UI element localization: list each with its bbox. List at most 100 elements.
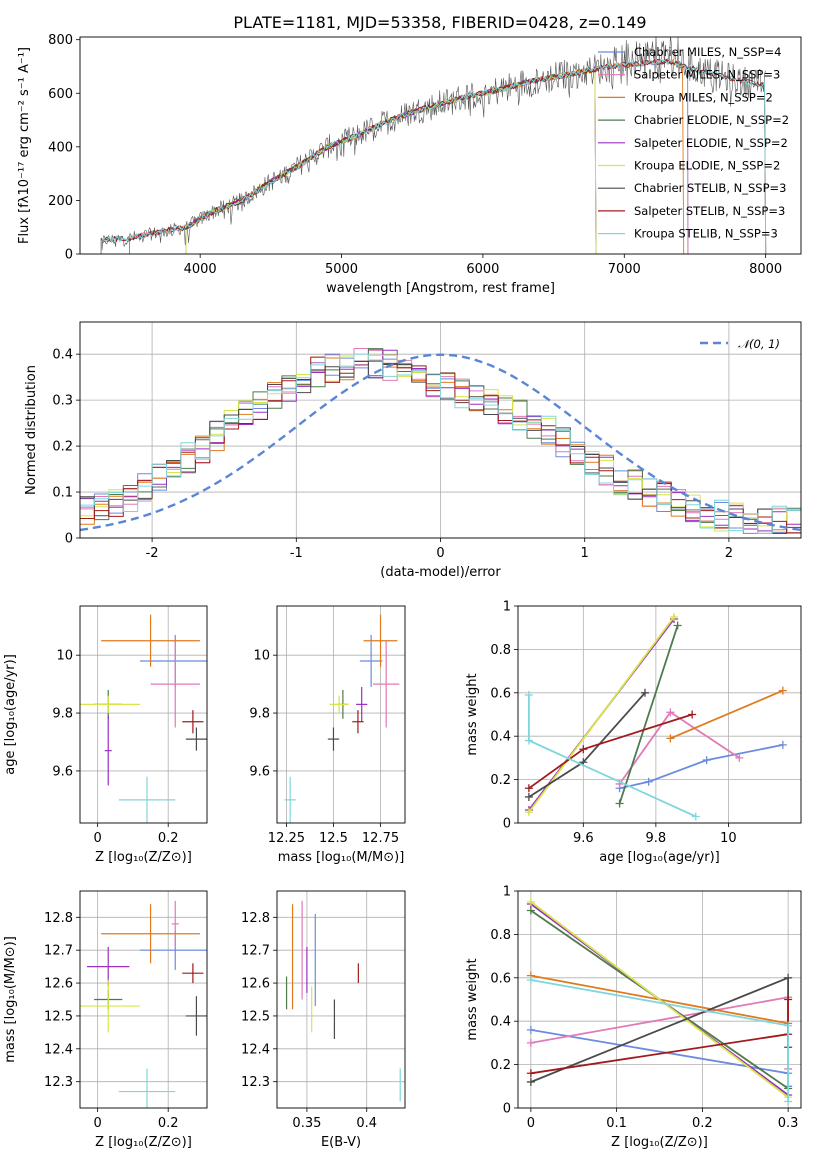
legend-label: Chabrier MILES, N_SSP=4 [634, 45, 781, 59]
y-tick-label: 9.8 [52, 707, 73, 722]
y-tick-label: 0.3 [52, 394, 73, 409]
x-tick-label: 0 [93, 831, 101, 846]
panel-age_vs_Z: 0 0.2 9.6 9.8 10 Z [log₁₀(Z/Z⊙)] age [log₁₀(ag… [3, 605, 208, 865]
y-axis-label: Flux [fλ10⁻¹⁷ erg cm⁻² s⁻¹ A⁻¹] [17, 47, 32, 244]
axes-frame [79, 36, 802, 255]
panel-mass_vs_ebv: 0.35 0.4 12.3 12.4 12.5 12.6 12.7 12.8 E(B-V) [241, 890, 406, 1150]
axes-frame [276, 890, 406, 1109]
x-tick-label: -1 [290, 546, 303, 561]
y-tick-label: 12.3 [44, 1075, 73, 1090]
y-tick-label: 400 [48, 140, 73, 155]
model-spectrum-chabrier-stelib [100, 58, 767, 254]
x-tick-label: 9.8 [646, 831, 667, 846]
y-tick-label: 9.6 [249, 764, 270, 779]
errorbar-point [363, 614, 398, 667]
errorbar-point [182, 710, 204, 734]
plot-area [80, 348, 801, 534]
y-tick-label: 0.6 [490, 686, 511, 701]
model-spectrum-kroupa-stelib [100, 59, 767, 254]
legend-label: Salpeter ELODIE, N_SSP=2 [634, 136, 788, 150]
plus-marker [526, 897, 535, 906]
plus-marker [670, 612, 679, 621]
y-tick-label: 0.2 [52, 440, 73, 455]
x-axis-label: wavelength [Angstrom, rest frame] [326, 281, 555, 296]
plot-area [285, 900, 401, 1102]
legend: 𝒩(0, 1) [700, 337, 780, 351]
figure-title: PLATE=1181, MJD=53358, FIBERID=0428, z=0… [233, 13, 646, 32]
model-spectrum-kroupa-elodie [185, 67, 597, 254]
errorbar-point [118, 1068, 176, 1108]
plus-marker [688, 710, 697, 719]
y-tick-label: 0 [503, 817, 511, 832]
x-tick-label: 4000 [184, 262, 217, 277]
plus-marker [526, 1069, 535, 1078]
plus-marker [702, 756, 711, 765]
histogram-kroupa-stelib [80, 353, 801, 534]
y-axis-label: mass [log₁₀(M/M⊙)] [3, 936, 18, 1063]
plus-marker [524, 690, 533, 699]
panel-mass_weight_vs_Z: 0 0.1 0.2 0.3 0 0.2 0.4 0.6 0.8 1 Z [log₁₀(Z/Z⊙)] m… [465, 885, 802, 1150]
x-axis-label: mass [log₁₀(M/M⊙)] [278, 850, 405, 865]
y-tick-label: 800 [48, 33, 73, 48]
plot-area [284, 614, 400, 823]
x-tick-label: 0.2 [158, 831, 179, 846]
x-tick-label: 0.35 [292, 1116, 321, 1131]
y-tick-label: 12.6 [44, 977, 73, 992]
mass-weight-line-chabrier-miles [530, 1029, 789, 1087]
panel-mass_weight_vs_age: 9.6 9.8 10 0 0.2 0.4 0.6 0.8 1 age [log₁₀(age/yr)… [465, 600, 802, 865]
errorbar-point [104, 715, 112, 786]
x-tick-label: 5000 [325, 262, 358, 277]
plus-marker [666, 708, 675, 717]
x-axis-label: E(B-V) [321, 1135, 361, 1150]
legend-label: Kroupa MILES, N_SSP=2 [634, 90, 773, 104]
panel-residuals: -2 -1 0 1 2 0 0.1 0.2 0.3 0.4 (data-model)/error No… [24, 321, 802, 580]
plus-marker [526, 1038, 535, 1047]
plot-area [80, 900, 207, 1108]
y-tick-label: 12.8 [241, 911, 270, 926]
plus-marker [778, 740, 787, 749]
errorbar-point [329, 695, 349, 714]
axes-frame [79, 321, 802, 539]
plus-marker [691, 812, 700, 821]
axes-frame [79, 605, 208, 824]
legend-label: Salpeter MILES, N_SSP=3 [634, 68, 780, 82]
y-tick-label: 12.4 [241, 1042, 270, 1057]
x-tick-label: 0 [527, 1116, 535, 1131]
x-tick-label: 0.1 [606, 1116, 627, 1131]
errorbar-point [150, 640, 200, 728]
x-tick-label: -2 [146, 546, 159, 561]
y-tick-label: 200 [48, 194, 73, 209]
x-tick-label: 8000 [749, 262, 782, 277]
errorbar-point [359, 634, 383, 688]
y-tick-label: 9.6 [52, 764, 73, 779]
x-axis-label: Z [log₁₀(Z/Z⊙)] [611, 1135, 708, 1150]
errorbar-point [80, 695, 140, 714]
x-tick-label: 9.6 [573, 831, 594, 846]
errorbar-point [185, 727, 207, 751]
x-tick-label: 10 [720, 831, 737, 846]
y-tick-label: 12.5 [44, 1009, 73, 1024]
plus-marker [778, 686, 787, 695]
errorbar-point [185, 996, 207, 1036]
y-tick-label: 0.1 [52, 486, 73, 501]
plus-marker [673, 621, 682, 630]
y-tick-label: 10 [56, 649, 73, 664]
errorbar-point [171, 900, 179, 947]
legend-label: Kroupa ELODIE, N_SSP=2 [634, 159, 780, 173]
x-tick-label: 12.5 [319, 831, 348, 846]
x-tick-label: 0 [93, 1116, 101, 1131]
y-tick-label: 10 [253, 649, 270, 664]
x-tick-label: 0.3 [778, 1116, 799, 1131]
x-tick-label: 0 [436, 546, 444, 561]
legend-label: Kroupa STELIB, N_SSP=3 [634, 227, 778, 241]
plus-marker [784, 973, 793, 982]
x-tick-label: 12.75 [362, 831, 399, 846]
legend-label: 𝒩(0, 1) [738, 337, 780, 351]
plus-marker [579, 745, 588, 754]
axes-frame [517, 890, 802, 1109]
mass-weight-line-chabrier-elodie [618, 625, 679, 804]
plus-marker [784, 995, 793, 1004]
axes-frame [79, 890, 208, 1109]
y-tick-label: 12.8 [44, 911, 73, 926]
